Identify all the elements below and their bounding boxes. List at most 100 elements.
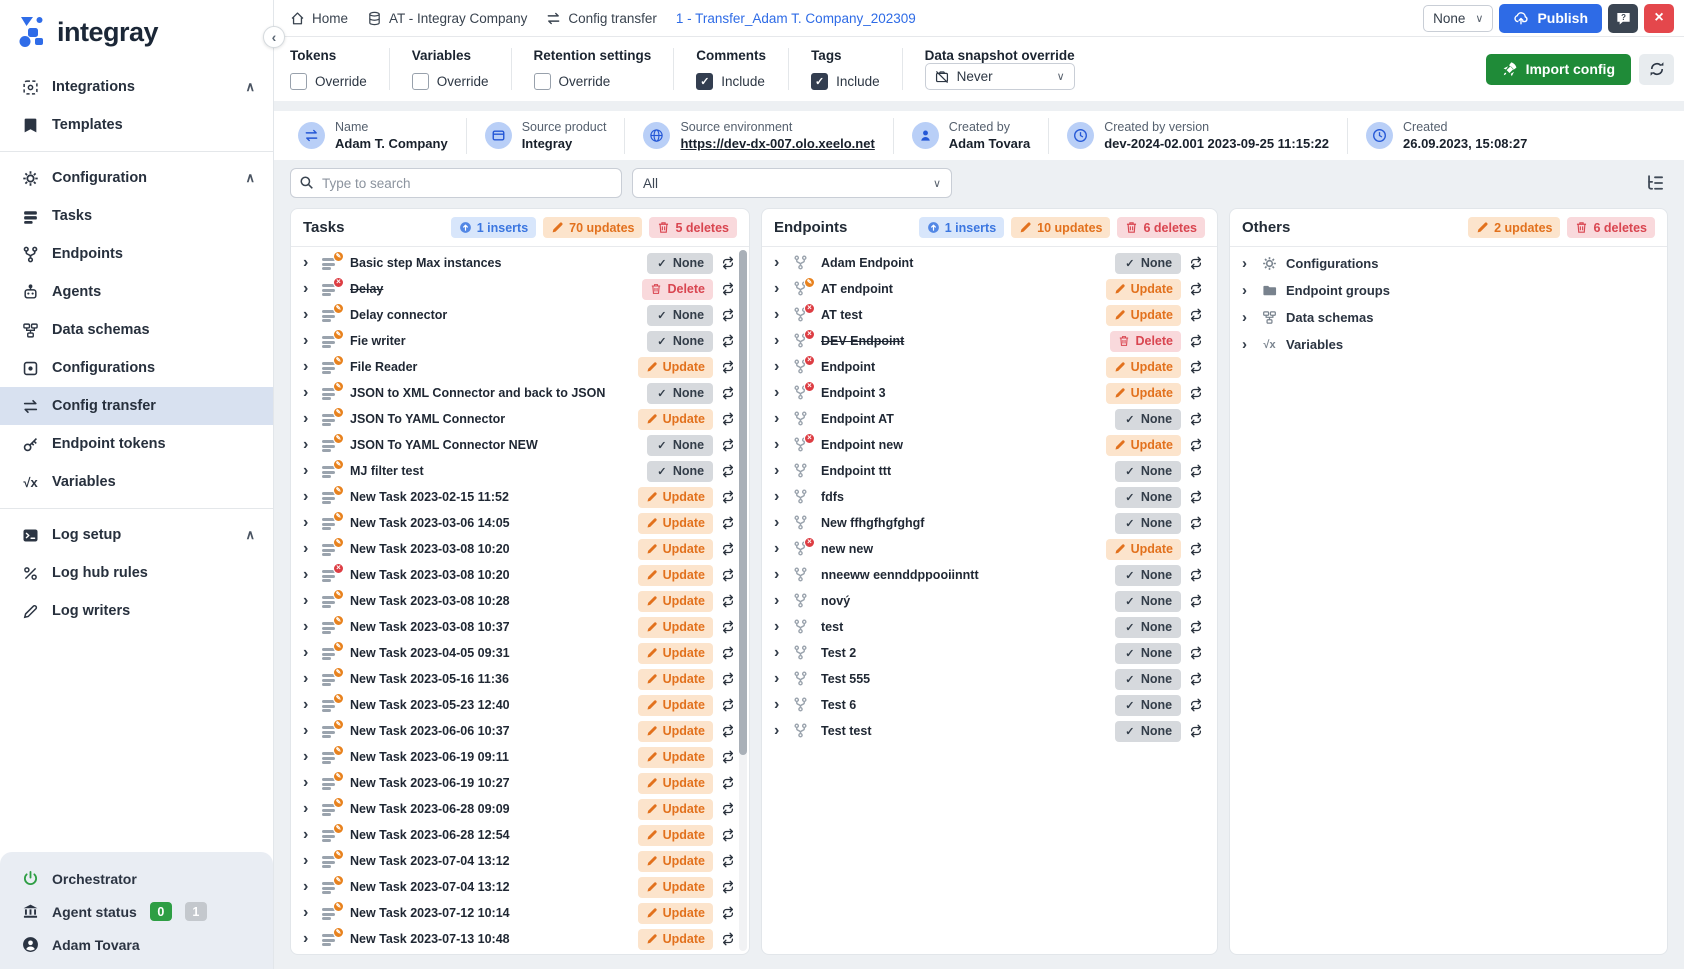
expand-chevron-icon[interactable] (1242, 283, 1253, 298)
task-row[interactable]: New Task 2023-03-08 10:37 ✓ Update (291, 614, 749, 640)
task-row[interactable]: New Task 2023-07-12 10:14 ✓ Update (291, 900, 749, 926)
expand-chevron-icon[interactable] (303, 827, 314, 843)
expand-chevron-icon[interactable] (774, 489, 785, 505)
version-select[interactable]: None ∨ (1423, 4, 1494, 32)
task-row[interactable]: New Task 2023-03-08 10:20 ✓ Update (291, 536, 749, 562)
task-row[interactable]: New Task 2023-06-19 10:27 ✓ Update (291, 770, 749, 796)
other-row[interactable]: Configurations (1230, 250, 1667, 277)
expand-chevron-icon[interactable] (774, 437, 785, 453)
expand-chevron-icon[interactable] (303, 645, 314, 661)
other-row[interactable]: Endpoint groups (1230, 277, 1667, 304)
sidebar-item[interactable]: Integrations ∧ (0, 68, 273, 106)
compare-icon[interactable] (721, 308, 735, 322)
compare-icon[interactable] (721, 750, 735, 764)
endpoint-row[interactable]: Test 6 ✓ None (762, 692, 1217, 718)
endpoint-row[interactable]: Endpoint ✓ Update (762, 354, 1217, 380)
expand-chevron-icon[interactable] (774, 411, 785, 427)
expand-chevron-icon[interactable] (774, 567, 785, 583)
endpoint-row[interactable]: Endpoint new ✓ Update (762, 432, 1217, 458)
sidebar-item[interactable]: Endpoint tokens (0, 425, 273, 463)
expand-chevron-icon[interactable] (774, 697, 785, 713)
endpoint-row[interactable]: AT test ✓ Update (762, 302, 1217, 328)
task-row[interactable]: New Task 2023-07-04 13:12 ✓ Update (291, 848, 749, 874)
compare-icon[interactable] (1189, 568, 1203, 582)
task-row[interactable]: Delay ✓ Delete (291, 276, 749, 302)
checkbox[interactable] (696, 73, 714, 90)
task-row[interactable]: New Task 2023-07-04 13:12 ✓ Update (291, 874, 749, 900)
expand-chevron-icon[interactable] (774, 541, 785, 557)
tasks-scrollbar-thumb[interactable] (739, 250, 747, 755)
endpoint-row[interactable]: Test 2 ✓ None (762, 640, 1217, 666)
compare-icon[interactable] (721, 932, 735, 946)
sidebar-item[interactable]: Configurations (0, 349, 273, 387)
sidebar-item[interactable]: Configuration ∧ (0, 159, 273, 197)
sidebar-item[interactable]: Log hub rules (0, 554, 273, 592)
filter-select[interactable]: All ∨ (632, 168, 952, 198)
compare-icon[interactable] (721, 334, 735, 348)
endpoint-row[interactable]: New ffhgfhgfghgf ✓ None (762, 510, 1217, 536)
option-checkbox[interactable]: Override (533, 73, 652, 90)
app-logo[interactable]: integray (0, 0, 273, 62)
compare-icon[interactable] (721, 698, 735, 712)
sidebar-item[interactable]: Config transfer (0, 387, 273, 425)
expand-chevron-icon[interactable] (303, 333, 314, 349)
endpoint-row[interactable]: Endpoint AT ✓ None (762, 406, 1217, 432)
compare-icon[interactable] (721, 360, 735, 374)
compare-icon[interactable] (721, 776, 735, 790)
expand-chevron-icon[interactable] (774, 723, 785, 739)
expand-chevron-icon[interactable] (303, 255, 314, 271)
endpoint-row[interactable]: test ✓ None (762, 614, 1217, 640)
endpoint-row[interactable]: new new ✓ Update (762, 536, 1217, 562)
expand-chevron-icon[interactable] (303, 515, 314, 531)
task-row[interactable]: New Task 2023-02-15 11:52 ✓ Update (291, 484, 749, 510)
option-checkbox[interactable]: Include (696, 73, 766, 90)
import-config-button[interactable]: Import config (1485, 53, 1631, 85)
endpoint-row[interactable]: Test test ✓ None (762, 718, 1217, 744)
compare-icon[interactable] (721, 672, 735, 686)
expand-chevron-icon[interactable] (774, 281, 785, 297)
task-row[interactable]: Basic step Max instances ✓ None (291, 250, 749, 276)
compare-icon[interactable] (721, 802, 735, 816)
expand-chevron-icon[interactable] (303, 931, 314, 947)
compare-icon[interactable] (1189, 672, 1203, 686)
expand-chevron-icon[interactable] (303, 671, 314, 687)
chevron-up-icon[interactable]: ∧ (245, 527, 255, 542)
chevron-up-icon[interactable]: ∧ (245, 170, 255, 185)
task-row[interactable]: New Task 2023-03-08 10:20 ✓ Update (291, 562, 749, 588)
snapshot-override-select[interactable]: Never ∨ (924, 63, 1075, 90)
compare-icon[interactable] (721, 906, 735, 920)
task-row[interactable]: New Task 2023-06-28 09:09 ✓ Update (291, 796, 749, 822)
compare-icon[interactable] (721, 282, 735, 296)
refresh-button[interactable] (1639, 53, 1674, 85)
endpoint-row[interactable]: Endpoint ttt ✓ None (762, 458, 1217, 484)
compare-icon[interactable] (1189, 334, 1203, 348)
breadcrumb-item[interactable]: Config transfer (546, 11, 674, 26)
checkbox[interactable] (411, 73, 429, 90)
compare-icon[interactable] (721, 490, 735, 504)
task-row[interactable]: JSON To YAML Connector NEW ✓ None (291, 432, 749, 458)
compare-icon[interactable] (1189, 620, 1203, 634)
expand-chevron-icon[interactable] (303, 801, 314, 817)
task-row[interactable]: Delay connector ✓ None (291, 302, 749, 328)
compare-icon[interactable] (1189, 698, 1203, 712)
sidebar-item[interactable]: Tasks (0, 197, 273, 235)
compare-icon[interactable] (1189, 412, 1203, 426)
user-menu-item[interactable]: Adam Tovara (0, 928, 273, 961)
compare-icon[interactable] (1189, 594, 1203, 608)
compare-icon[interactable] (1189, 256, 1203, 270)
expand-chevron-icon[interactable] (774, 645, 785, 661)
expand-chevron-icon[interactable] (303, 905, 314, 921)
expand-chevron-icon[interactable] (774, 671, 785, 687)
compare-icon[interactable] (1189, 646, 1203, 660)
task-row[interactable]: JSON To YAML Connector ✓ Update (291, 406, 749, 432)
breadcrumb-item[interactable]: Home (290, 11, 365, 26)
expand-chevron-icon[interactable] (303, 463, 314, 479)
expand-chevron-icon[interactable] (303, 567, 314, 583)
option-checkbox[interactable]: Override (411, 73, 489, 90)
compare-icon[interactable] (1189, 464, 1203, 478)
tree-view-toggle-button[interactable] (1640, 171, 1668, 195)
expand-chevron-icon[interactable] (1242, 256, 1253, 271)
task-row[interactable]: JSON to XML Connector and back to JSON ✓… (291, 380, 749, 406)
agent-status-item[interactable]: Agent status 0 1 (0, 895, 273, 928)
sidebar-item[interactable]: Templates (0, 106, 273, 144)
